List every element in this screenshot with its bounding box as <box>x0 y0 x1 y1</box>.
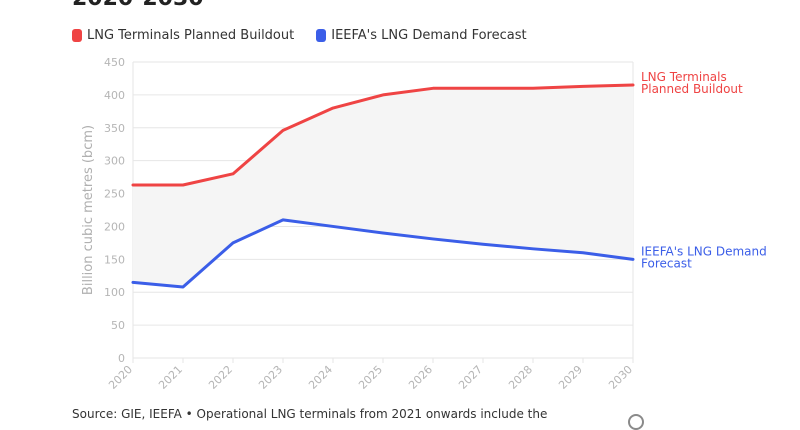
source-note: Source: GIE, IEEFA • Operational LNG ter… <box>72 407 548 421</box>
legend-swatch-red <box>72 29 82 42</box>
x-tick-label-2029: 2029 <box>556 363 585 392</box>
end-label-ieefa-line-0: IEEFA's LNG Demand <box>641 244 767 258</box>
legend-swatch-blue <box>316 29 327 42</box>
end-label-lng-line-0: LNG Terminals <box>641 70 727 84</box>
legend-item-ieefa-forecast[interactable]: IEEFA's LNG Demand Forecast <box>316 28 527 43</box>
y-tick-label-300: 300 <box>104 155 125 168</box>
x-tick-label-2025: 2025 <box>356 363 385 392</box>
chart-title: 2020-2030 <box>72 0 204 11</box>
end-label-ieefa-line-1: Forecast <box>641 256 692 270</box>
x-tick-label-2027: 2027 <box>456 363 485 392</box>
end-label-lng-line-1: Planned Buildout <box>641 82 743 96</box>
y-tick-label-100: 100 <box>104 286 125 299</box>
y-tick-label-400: 400 <box>104 89 125 102</box>
x-tick-label-2020: 2020 <box>106 363 135 392</box>
series-line-ieefa-forecast <box>131 218 635 289</box>
y-tick-label-350: 350 <box>104 122 125 135</box>
legend-label-lng-terminals: LNG Terminals Planned Buildout <box>87 28 295 43</box>
line-chart: 0 50 100 150 200 250 300 350 400 450 2020 2021 2022 2… <box>81 56 767 392</box>
y-axis-title: Billion cubic metres (bcm) <box>81 125 96 295</box>
y-tick-label-0: 0 <box>118 352 125 365</box>
x-tick-label-2021: 2021 <box>156 363 185 392</box>
legend: LNG Terminals Planned Buildout IEEFA's L… <box>72 28 527 43</box>
series-line-lng-terminals <box>131 83 635 187</box>
y-tick-label-250: 250 <box>104 188 125 201</box>
x-tick-label-2022: 2022 <box>206 363 235 392</box>
legend-label-ieefa-forecast: IEEFA's LNG Demand Forecast <box>331 28 527 43</box>
x-tick-label-2024: 2024 <box>306 363 335 392</box>
y-tick-label-50: 50 <box>111 319 125 332</box>
y-tick-label-200: 200 <box>104 220 125 233</box>
shaded-gap-area <box>133 85 633 287</box>
x-tick-label-2028: 2028 <box>506 363 535 392</box>
info-icon[interactable] <box>628 414 644 430</box>
x-tick-label-2023: 2023 <box>256 363 285 392</box>
x-tick-label-2026: 2026 <box>406 363 435 392</box>
x-tick-label-2030: 2030 <box>606 363 635 392</box>
y-tick-label-450: 450 <box>104 56 125 69</box>
legend-item-lng-terminals[interactable]: LNG Terminals Planned Buildout <box>72 28 294 43</box>
y-tick-label-150: 150 <box>104 253 125 266</box>
